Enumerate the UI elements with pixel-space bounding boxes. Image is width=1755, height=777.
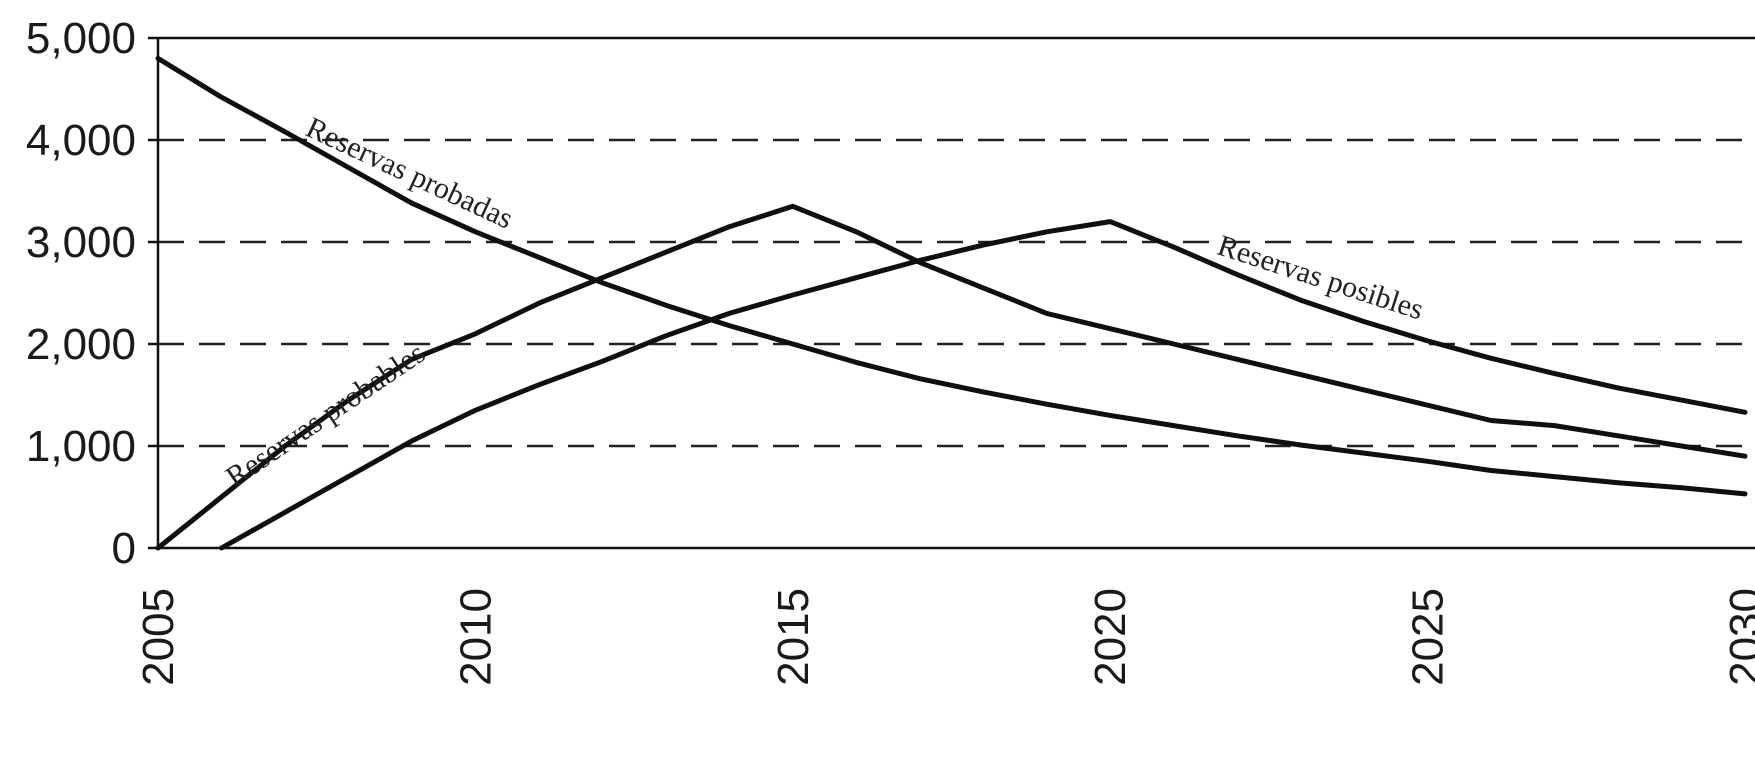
series-label-reservas-probables: Reservas probables xyxy=(220,336,431,493)
x-tick-label: 2030 xyxy=(1721,588,1755,686)
series-line-reservas-posibles xyxy=(219,219,1748,551)
y-tick-label: 1,000 xyxy=(26,422,136,471)
y-tick-label: 4,000 xyxy=(26,116,136,165)
x-tick-label: 2025 xyxy=(1404,588,1453,686)
grid-layer xyxy=(158,36,1755,448)
x-tick-label: 2005 xyxy=(134,588,183,686)
series-layer xyxy=(155,55,1748,551)
series-line-reservas-probables xyxy=(155,203,1748,551)
series-label-reservas-probadas: Reservas probadas xyxy=(301,111,518,236)
x-tick-label: 2010 xyxy=(451,588,500,686)
axis-layer: 0 1,000 2,000 3,000 4,000 5,000 2005 2010 2015 20… xyxy=(26,14,1755,686)
y-tick-label: 5,000 xyxy=(26,14,136,63)
x-tick-label: 2020 xyxy=(1086,588,1135,686)
series-line-reservas-probadas xyxy=(155,55,1748,497)
y-tick-label: 2,000 xyxy=(26,320,136,369)
y-tick-label: 0 xyxy=(112,524,136,573)
y-tick-label: 3,000 xyxy=(26,218,136,267)
x-tick-label: 2015 xyxy=(769,588,818,686)
